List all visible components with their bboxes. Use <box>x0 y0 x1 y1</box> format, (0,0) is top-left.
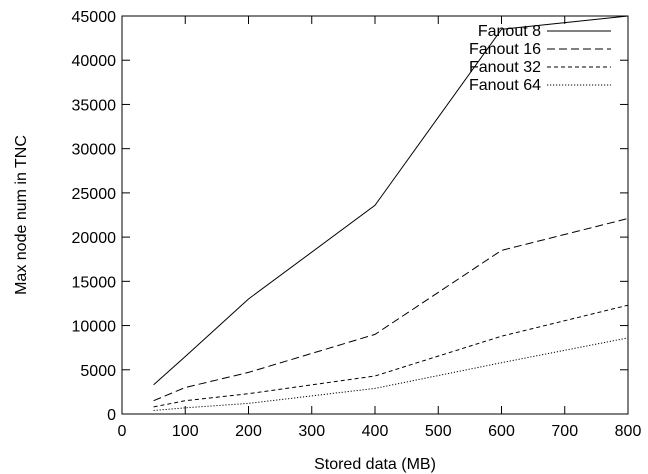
y-tick-label: 25000 <box>72 186 117 203</box>
x-axis-label: Stored data (MB) <box>314 456 436 473</box>
y-tick-label: 45000 <box>72 9 117 26</box>
y-tick-label: 30000 <box>72 142 117 159</box>
legend-label: Fanout 32 <box>469 59 541 76</box>
x-tick-label: 500 <box>425 423 452 440</box>
x-tick-label: 300 <box>298 423 325 440</box>
legend-label: Fanout 16 <box>469 41 541 58</box>
legend-label: Fanout 64 <box>469 77 541 94</box>
series-line-1 <box>153 15 629 386</box>
y-axis-label: Max node num in TNC <box>13 135 30 295</box>
legend-label: Fanout 8 <box>478 23 541 40</box>
series-lines <box>153 15 629 411</box>
y-tick-label: 10000 <box>72 319 117 336</box>
y-axis-ticks: 0 5000 10000 15000 20000 25000 30000 35000 40000… <box>72 9 628 424</box>
x-tick-label: 100 <box>172 423 199 440</box>
y-tick-label: 5000 <box>80 363 116 380</box>
x-tick-label: 400 <box>362 423 389 440</box>
y-tick-label: 40000 <box>72 53 117 70</box>
y-tick-label: 0 <box>107 407 116 424</box>
x-tick-label: 600 <box>488 423 515 440</box>
x-axis-ticks: 0 100 200 300 400 500 600 700 800 <box>118 16 642 440</box>
series-line-4 <box>153 337 629 411</box>
y-tick-label: 15000 <box>72 274 117 291</box>
x-tick-label: 200 <box>235 423 262 440</box>
y-tick-label: 20000 <box>72 230 117 247</box>
y-tick-label: 35000 <box>72 97 117 114</box>
x-tick-label: 700 <box>551 423 578 440</box>
x-tick-label: 0 <box>118 423 127 440</box>
x-tick-label: 800 <box>615 423 642 440</box>
plot-frame <box>121 15 629 415</box>
series-line-2 <box>153 218 629 402</box>
